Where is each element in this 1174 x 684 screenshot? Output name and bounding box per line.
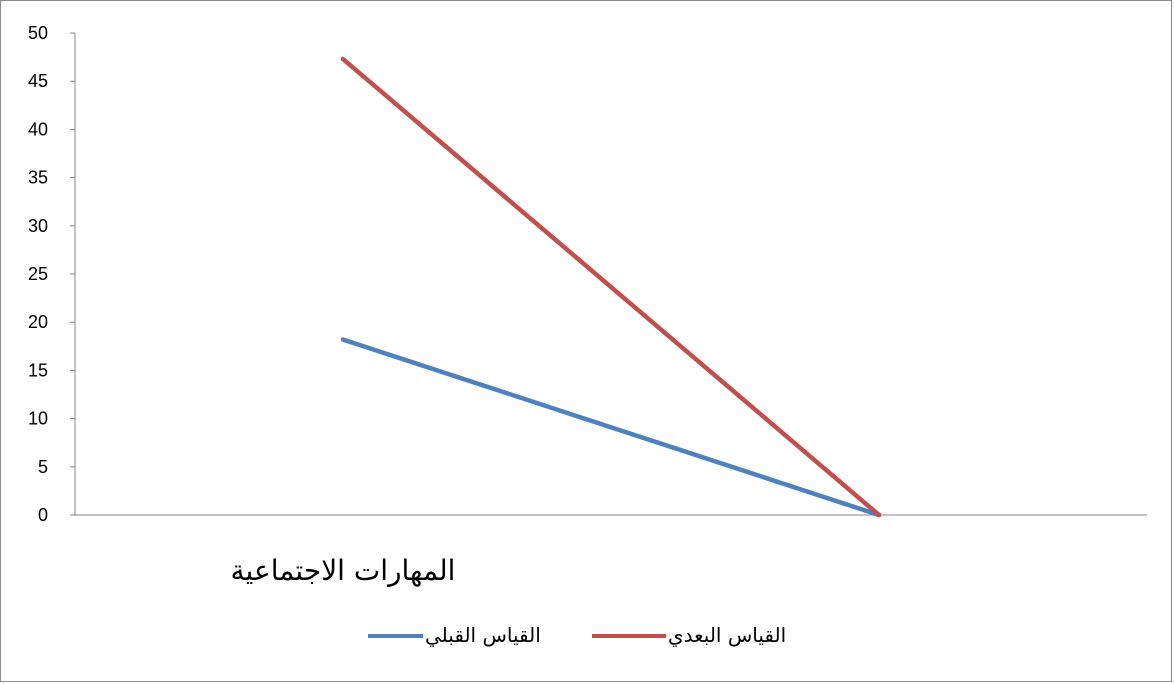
legend-label-series-2: القياس البعدي — [668, 623, 786, 648]
y-tick-label: 5 — [38, 457, 48, 477]
y-tick-label: 10 — [28, 409, 48, 429]
legend-label-series-1: القياس القبلي — [425, 623, 541, 648]
series-lines — [340, 56, 882, 518]
y-tick-label: 0 — [38, 505, 48, 525]
x-category-label: المهارات الاجتماعية — [231, 554, 456, 587]
y-tick-label: 15 — [28, 360, 48, 380]
y-axis-ticks: 0 5 10 15 20 25 30 35 40 45 50 — [28, 23, 75, 525]
y-tick-label: 45 — [28, 71, 48, 91]
y-tick-label: 25 — [28, 264, 48, 284]
series-line-1 — [340, 337, 882, 518]
y-tick-label: 40 — [28, 119, 48, 139]
series-line-2 — [340, 56, 882, 518]
y-tick-label: 20 — [28, 312, 48, 332]
y-tick-label: 35 — [28, 168, 48, 188]
y-tick-label: 30 — [28, 216, 48, 236]
legend: القياس القبلي القياس البعدي — [368, 623, 786, 648]
y-tick-label: 50 — [28, 23, 48, 43]
